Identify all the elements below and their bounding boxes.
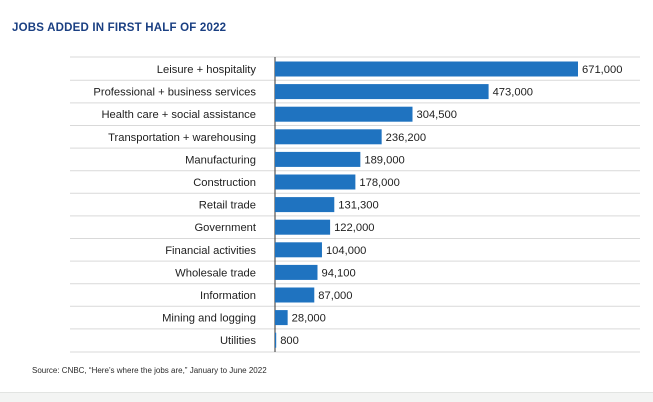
data-label: 178,000 [359,177,399,189]
bar [275,219,331,235]
category-label: Transportation + warehousing [108,132,256,144]
bar [275,197,335,213]
data-label: 94,100 [321,267,355,279]
data-label: 122,000 [334,222,374,234]
category-label: Government [194,222,256,234]
bar [275,129,382,145]
grid-lines [70,56,640,353]
bar [275,61,578,77]
data-label: 671,000 [582,64,622,76]
bar [275,287,315,303]
category-label: Wholesale trade [175,267,256,279]
bar [275,106,413,122]
data-label: 87,000 [318,290,352,302]
category-label: Manufacturing [185,154,256,166]
category-label: Mining and logging [162,313,256,325]
category-label: Professional + business services [93,87,256,99]
category-label: Leisure + hospitality [157,64,257,76]
bars [275,61,578,348]
chart-card: JOBS ADDED IN FIRST HALF OF 2022 Leisure… [0,0,653,393]
data-label: 473,000 [493,87,533,99]
bar [275,310,288,326]
category-label: Health care + social assistance [101,109,256,121]
data-label: 131,300 [338,200,378,212]
data-label: 189,000 [364,154,404,166]
category-label: Construction [193,177,256,189]
category-label: Information [200,290,256,302]
bar [275,84,489,100]
bar-chart: Leisure + hospitality 671,000 Professional… [70,56,640,353]
chart-title: JOBS ADDED IN FIRST HALF OF 2022 [12,22,227,34]
data-label: 800 [280,335,299,347]
category-label: Financial activities [165,245,256,257]
bar [275,242,322,258]
data-label: 28,000 [292,313,326,325]
data-label: 304,500 [417,109,457,121]
bar [275,174,356,190]
data-label: 104,000 [326,245,366,257]
labels: Leisure + hospitality 671,000 Professional… [93,64,622,347]
category-label: Utilities [220,335,256,347]
bar [275,151,361,167]
bar [275,332,277,348]
data-label: 236,200 [386,132,426,144]
source-note: Source: CNBC, “Here’s where the jobs are… [32,366,267,375]
category-label: Retail trade [199,200,256,212]
bar [275,264,318,280]
